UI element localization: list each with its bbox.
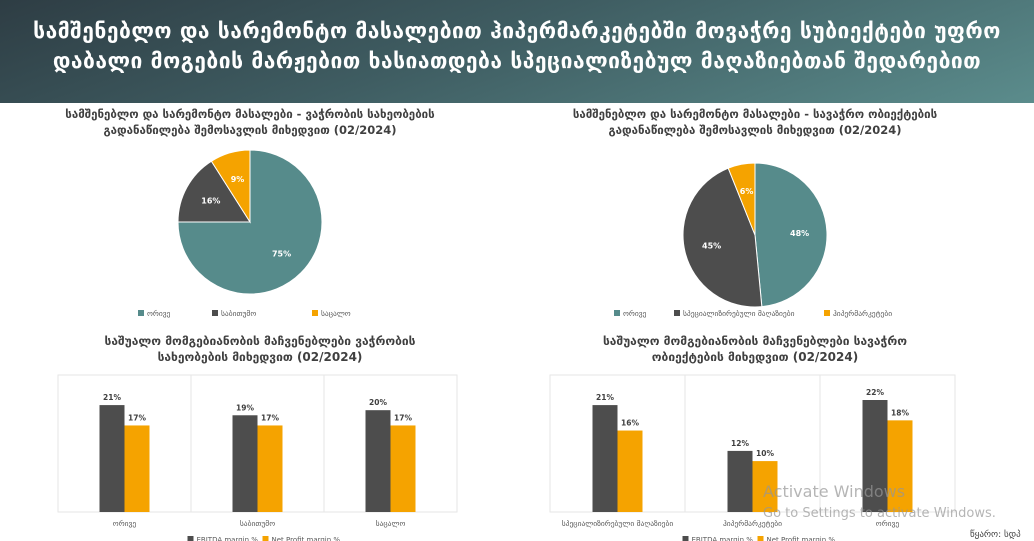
- pie2-title: სამშენებლო და სარემონტო მასალები - სავაჭ…: [545, 106, 965, 138]
- legend-swatch: [757, 536, 764, 541]
- legend-label: ჰიპერმარკეტები: [833, 309, 892, 318]
- pie-slice: [727, 162, 756, 236]
- bar2-title: საშუალო მომგებიანობის მაჩვენებლები სავაჭ…: [545, 333, 965, 365]
- x-tick-label: ორივე: [876, 519, 900, 528]
- bar: [862, 400, 888, 512]
- bar: [592, 405, 618, 512]
- pie1-title: სამშენებლო და სარემონტო მასალები - ვაჭრო…: [40, 106, 460, 138]
- legend-label: EBITDA margin %: [692, 536, 754, 541]
- bar-data-label: 18%: [891, 408, 909, 417]
- legend-label: Net Profit margin %: [767, 536, 836, 541]
- header-title-line1: სამშენებლო და სარემონტო მასალებით ჰიპერმ…: [33, 19, 1001, 43]
- pie2-title-line1: სამშენებლო და სარემონტო მასალები - სავაჭ…: [572, 107, 938, 121]
- bar: [99, 405, 125, 512]
- watermark-line2: Go to Settings to activate Windows.: [763, 506, 996, 521]
- legend-swatch: [212, 310, 218, 316]
- legend-label: ორივე: [147, 309, 171, 318]
- pie1-title-line2: გადანაწილება შემოსავლის მიხედვით (02/202…: [103, 123, 397, 137]
- pie-data-label: 75%: [272, 250, 291, 259]
- legend-swatch: [187, 536, 194, 541]
- bar: [124, 425, 150, 512]
- bar-data-label: 22%: [866, 388, 884, 397]
- header-title-line2: დაბალი მოგების მარჟებით ხასიათდება სპეცი…: [52, 49, 982, 73]
- watermark-line1: Activate Windows: [763, 482, 906, 501]
- x-tick-label: ორივე: [113, 519, 137, 528]
- bar: [887, 420, 913, 512]
- legend-label: საბითუმო: [221, 309, 256, 318]
- pie1-title-line1: სამშენებლო და სარემონტო მასალები - ვაჭრო…: [65, 107, 435, 121]
- pie-slice: [682, 167, 763, 308]
- bar1-title-line1: საშუალო მომგებიანობის მაჩვენებლები ვაჭრო…: [104, 334, 416, 348]
- bar-data-label: 21%: [103, 393, 121, 402]
- bar1-title: საშუალო მომგებიანობის მაჩვენებლები ვაჭრო…: [40, 333, 480, 365]
- pie-data-label: 9%: [231, 175, 245, 184]
- legend-label: სპეციალიზირებული მაღაზიები: [683, 309, 795, 318]
- legend-label: Net Profit margin %: [272, 536, 341, 541]
- pie-slice: [754, 162, 828, 308]
- x-tick-label: საბითუმო: [240, 519, 275, 528]
- bar-data-label: 10%: [756, 449, 774, 458]
- x-tick-label: საცალო: [376, 519, 406, 528]
- bar-data-label: 17%: [261, 413, 279, 422]
- legend-swatch: [674, 310, 680, 316]
- legend-swatch: [824, 310, 830, 316]
- x-tick-label: ჰიპერმარკეტები: [723, 519, 782, 528]
- pie-slice: [210, 149, 251, 224]
- bar-data-label: 17%: [394, 413, 412, 422]
- legend-swatch: [138, 310, 144, 316]
- pie-data-label: 16%: [201, 196, 220, 205]
- bar-data-label: 20%: [369, 398, 387, 407]
- legend-swatch: [682, 536, 689, 541]
- bar: [365, 410, 391, 512]
- legend-swatch: [614, 310, 620, 316]
- legend-swatch: [312, 310, 318, 316]
- bar-data-label: 12%: [731, 439, 749, 448]
- pie2-title-line2: გადანაწილება შემოსავლის მიხედვით (02/202…: [608, 123, 902, 137]
- bar2-title-line2: ობიექტების მიხედვით (02/2024): [651, 350, 859, 364]
- bar: [752, 461, 778, 512]
- bar2-title-line1: საშუალო მომგებიანობის მაჩვენებლები სავაჭ…: [602, 334, 907, 348]
- bar: [727, 450, 753, 512]
- pie-slice: [177, 160, 251, 223]
- bar1-title-line2: სახეობების მიხედვით (02/2024): [157, 350, 363, 364]
- bar-data-label: 16%: [621, 419, 639, 428]
- bar: [232, 415, 258, 512]
- legend-label: ორივე: [623, 309, 647, 318]
- bar-data-label: 17%: [128, 413, 146, 422]
- bar: [390, 425, 416, 512]
- bar-data-label: 19%: [236, 403, 254, 412]
- x-tick-label: სპეციალიზირებული მაღაზიები: [562, 519, 674, 528]
- legend-swatch: [262, 536, 269, 541]
- legend-label: EBITDA margin %: [197, 536, 259, 541]
- pie-data-label: 45%: [702, 242, 721, 251]
- pie-data-label: 6%: [740, 187, 754, 196]
- bar: [617, 430, 643, 512]
- page-header: სამშენებლო და სარემონტო მასალებით ჰიპერმ…: [0, 0, 1034, 103]
- legend-label: საცალო: [321, 309, 351, 318]
- bar: [257, 425, 283, 512]
- source-note: წყარო: სდპ: [970, 530, 1021, 540]
- bar-data-label: 21%: [596, 393, 614, 402]
- pie-data-label: 48%: [790, 229, 809, 238]
